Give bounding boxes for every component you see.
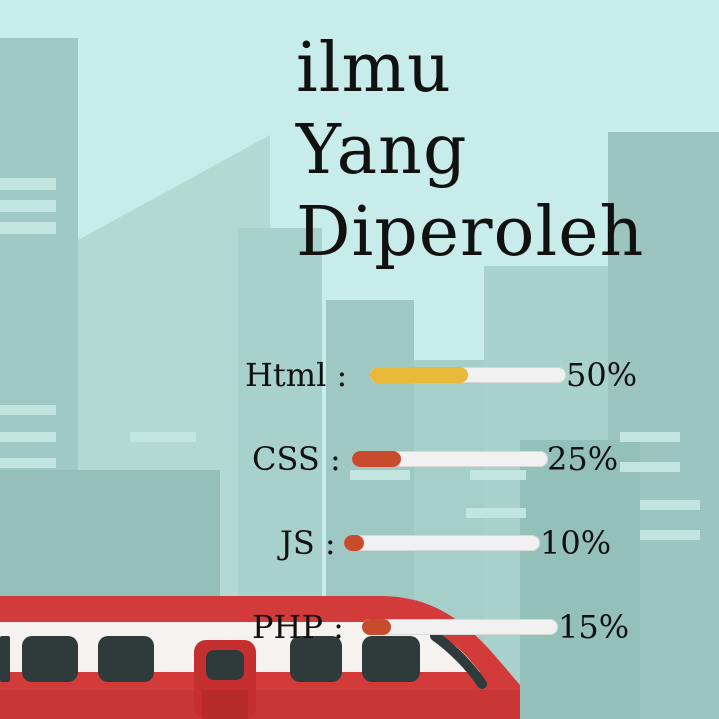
skill-label-html: Html : (245, 356, 348, 394)
skill-percent-php: 15% (558, 608, 630, 646)
title-line-3: Diperoleh (296, 193, 645, 272)
skill-bar-fill-js (344, 535, 364, 551)
skill-percent-css: 25% (547, 440, 619, 478)
skill-bar-js (344, 535, 540, 551)
skill-bar-php (362, 619, 558, 635)
skill-row-php: PHP : 15% (0, 607, 719, 647)
skill-label-js: JS : (280, 524, 336, 562)
skill-row-css: CSS : 25% (0, 439, 719, 479)
skill-bar-fill-css (352, 451, 401, 467)
skill-label-php: PHP : (252, 608, 344, 646)
skill-row-html: Html : 50% (0, 355, 719, 395)
skill-bar-fill-html (370, 367, 468, 383)
skill-percent-js: 10% (540, 524, 612, 562)
title-line-1: ilmu (296, 29, 452, 108)
skill-bar-html (370, 367, 566, 383)
train-door (194, 640, 256, 719)
train-windows (0, 636, 420, 682)
train-lower-stripe (0, 690, 520, 719)
skill-row-js: JS : 10% (0, 523, 719, 563)
title-line-2: Yang (296, 111, 468, 190)
skill-bar-fill-php (362, 619, 392, 635)
train-front-window (430, 631, 487, 689)
skill-percent-html: 50% (566, 356, 638, 394)
skill-bar-css (352, 451, 548, 467)
page-title: ilmu Yang Diperoleh (296, 28, 644, 274)
skill-label-css: CSS : (252, 440, 341, 478)
